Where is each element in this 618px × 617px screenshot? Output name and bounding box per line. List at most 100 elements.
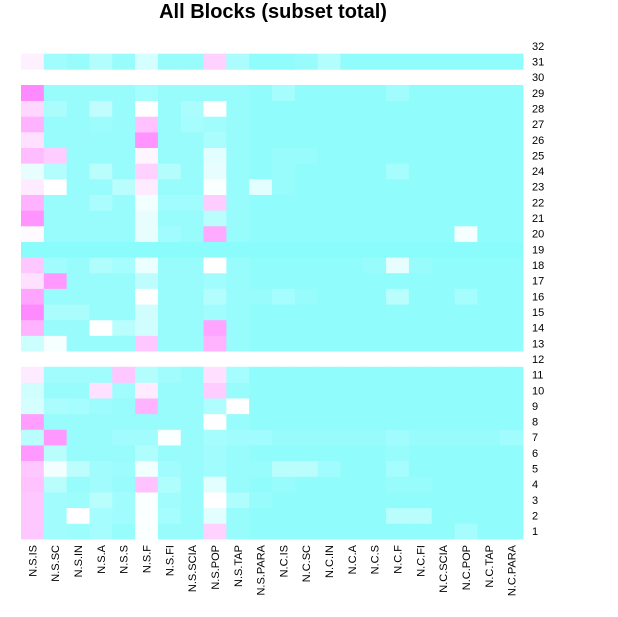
heatmap-cell xyxy=(249,366,273,383)
heatmap-cell xyxy=(89,147,113,164)
heatmap-cell xyxy=(249,523,273,540)
heatmap-cell xyxy=(112,476,136,493)
x-tick-label: N.S.IN xyxy=(73,545,85,577)
heatmap-cell xyxy=(477,304,501,321)
heatmap-cell xyxy=(180,178,204,195)
heatmap-cell xyxy=(477,319,501,336)
heatmap-cell xyxy=(180,116,204,133)
heatmap-cell xyxy=(226,178,250,195)
y-tick-label: 5 xyxy=(532,464,538,476)
heatmap-cell xyxy=(112,382,136,399)
heatmap-cell xyxy=(363,429,387,446)
heatmap-cell xyxy=(317,257,341,274)
heatmap-cell xyxy=(363,382,387,399)
heatmap-cell xyxy=(43,476,68,493)
heatmap-cell xyxy=(477,178,501,195)
heatmap-cell xyxy=(203,445,227,462)
heatmap-cell xyxy=(21,116,45,133)
heatmap-cell xyxy=(89,523,113,540)
heatmap-cell xyxy=(431,210,455,227)
heatmap-cell xyxy=(21,366,45,383)
heatmap-cell xyxy=(112,147,136,164)
heatmap-cell xyxy=(454,413,478,430)
heatmap-cell xyxy=(408,116,433,133)
heatmap-cell xyxy=(408,398,433,415)
heatmap-cell xyxy=(249,507,273,524)
heatmap-cell xyxy=(431,84,455,102)
heatmap-cell xyxy=(408,523,433,540)
heatmap-cell xyxy=(112,116,136,133)
heatmap-cell xyxy=(66,398,90,415)
heatmap-cell xyxy=(135,147,159,164)
heatmap-cell xyxy=(43,492,68,509)
heatmap-cell xyxy=(21,147,45,164)
heatmap-cell xyxy=(294,53,319,70)
heatmap-cell xyxy=(180,319,204,336)
y-tick-label: 15 xyxy=(532,307,544,319)
heatmap-cell xyxy=(21,460,45,477)
y-tick-label: 10 xyxy=(532,385,544,397)
heatmap-cell xyxy=(386,319,410,336)
heatmap-cell xyxy=(340,319,364,336)
heatmap-cell xyxy=(408,178,433,195)
heatmap-cell xyxy=(135,460,159,477)
heatmap-cell xyxy=(477,335,501,352)
heatmap-cell xyxy=(157,241,182,258)
heatmap-cell xyxy=(363,147,387,164)
heatmap-cell xyxy=(408,84,433,102)
y-tick-label: 17 xyxy=(532,276,544,288)
heatmap-cell xyxy=(21,84,45,102)
heatmap-cell xyxy=(226,445,250,462)
chart-title: All Blocks (subset total) xyxy=(159,1,387,23)
heatmap-cell xyxy=(43,304,68,321)
heatmap-cell xyxy=(317,319,341,336)
heatmap-cell xyxy=(386,53,410,70)
heatmap-cell xyxy=(500,476,524,493)
heatmap-cell xyxy=(135,319,159,336)
heatmap-cell xyxy=(43,131,68,148)
heatmap-cell xyxy=(203,241,227,258)
heatmap-cell xyxy=(112,163,136,180)
heatmap-cell xyxy=(340,413,364,430)
heatmap-cell xyxy=(363,288,387,305)
heatmap-cells xyxy=(21,53,524,540)
heatmap-cell xyxy=(363,507,387,524)
heatmap-cell xyxy=(180,241,204,258)
heatmap-cell xyxy=(157,194,182,211)
heatmap-cell xyxy=(454,460,478,477)
heatmap-cell xyxy=(157,382,182,399)
heatmap-cell xyxy=(203,304,227,321)
heatmap-cell xyxy=(386,257,410,274)
heatmap-cell xyxy=(317,116,341,133)
y-tick-label: 6 xyxy=(532,448,538,460)
heatmap-cell xyxy=(226,116,250,133)
heatmap-cell xyxy=(157,100,182,117)
heatmap-cell xyxy=(317,523,341,540)
x-tick-label: N.S.A xyxy=(96,544,108,573)
y-tick-label: 8 xyxy=(532,417,538,429)
heatmap-cell xyxy=(500,131,524,148)
heatmap-cell xyxy=(386,382,410,399)
heatmap-cell xyxy=(180,398,204,415)
heatmap-cell xyxy=(454,507,478,524)
heatmap-cell xyxy=(135,507,159,524)
heatmap-cell xyxy=(431,100,455,117)
heatmap-cell xyxy=(66,507,90,524)
heatmap-cell xyxy=(66,147,90,164)
heatmap-cell xyxy=(180,100,204,117)
heatmap-cell xyxy=(157,366,182,383)
heatmap-cell xyxy=(386,460,410,477)
heatmap-cell xyxy=(180,257,204,274)
heatmap-cell xyxy=(431,225,455,242)
heatmap-cell xyxy=(408,460,433,477)
heatmap-cell xyxy=(408,147,433,164)
heatmap-cell xyxy=(249,100,273,117)
heatmap-cell xyxy=(454,194,478,211)
heatmap-cell xyxy=(135,210,159,227)
heatmap-cell xyxy=(66,319,90,336)
heatmap-cell xyxy=(180,84,204,102)
heatmap-cell xyxy=(135,225,159,242)
heatmap-cell xyxy=(272,507,296,524)
heatmap-cell xyxy=(272,272,296,289)
heatmap-cell xyxy=(43,257,68,274)
